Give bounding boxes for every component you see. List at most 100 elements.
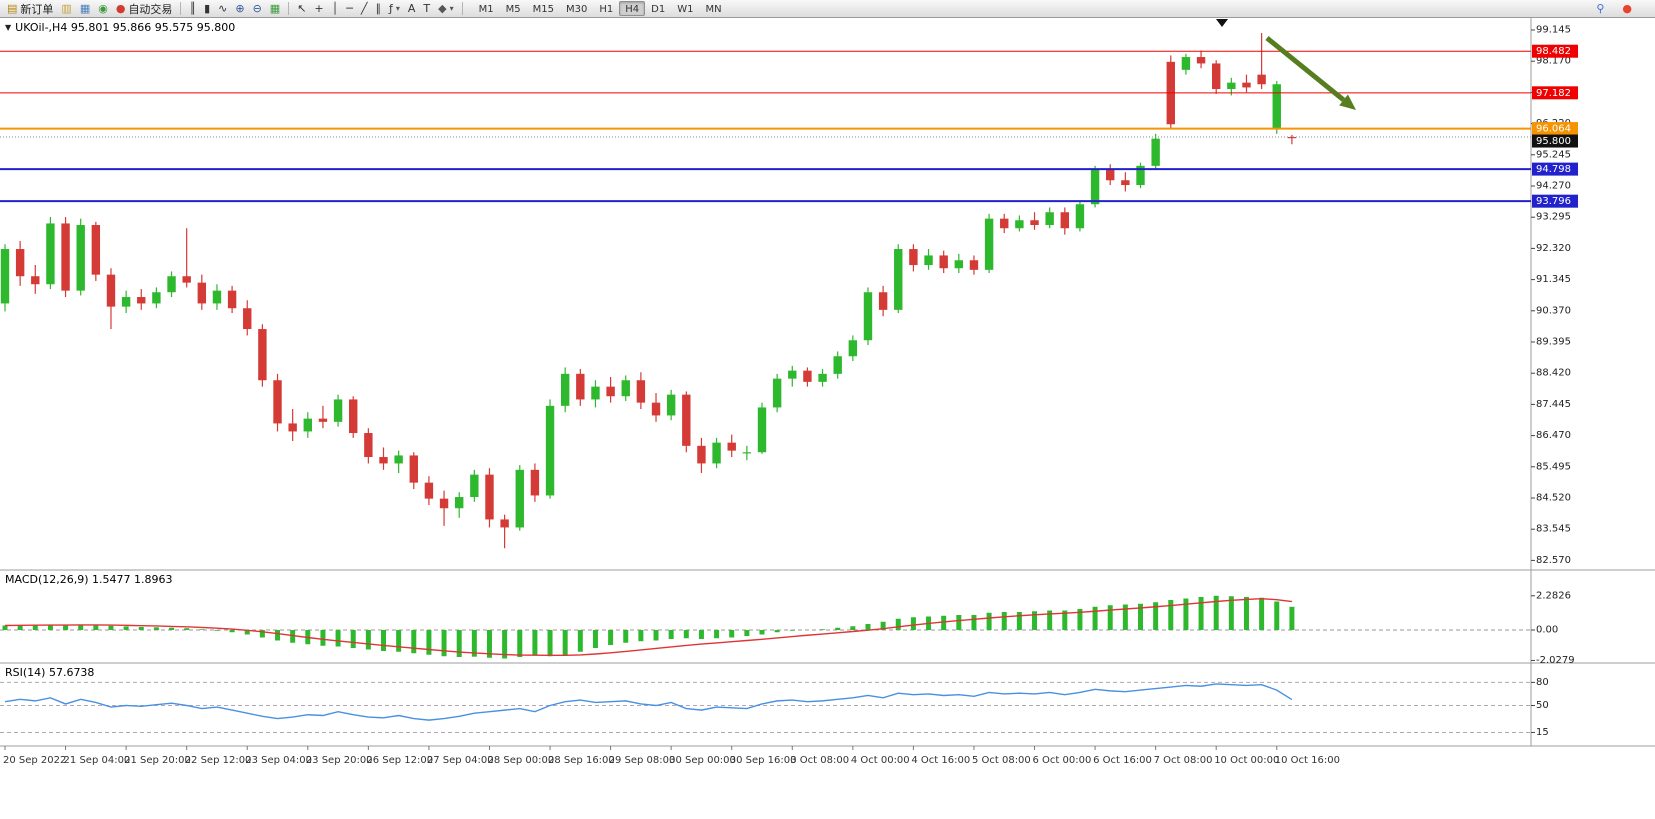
svg-text:82.570: 82.570 <box>1536 555 1571 566</box>
svg-text:4 Oct 00:00: 4 Oct 00:00 <box>851 755 910 766</box>
svg-text:30 Sep 16:00: 30 Sep 16:00 <box>730 755 797 766</box>
market-watch-button[interactable]: ▥ <box>57 1 75 17</box>
cursor-icon: ↖ <box>297 1 307 15</box>
svg-text:84.520: 84.520 <box>1536 493 1571 504</box>
navigator-button[interactable]: ◉ <box>94 1 112 17</box>
svg-text:80: 80 <box>1536 677 1549 688</box>
timeframe-button-M30[interactable]: M30 <box>566 4 588 15</box>
svg-text:98.482: 98.482 <box>1536 46 1571 57</box>
navigator-icon: ◉ <box>98 1 108 15</box>
text-label-icon: T <box>423 1 431 15</box>
vertical-line-icon: │ <box>331 1 339 15</box>
timeframe-button-W1[interactable]: W1 <box>677 4 694 15</box>
new-order-button[interactable]: ▤ 新订单 <box>3 1 57 17</box>
ohlc-bars-button[interactable]: ║ <box>185 1 200 17</box>
crosshair-button[interactable]: + <box>310 1 327 17</box>
alert-icon: ● <box>1622 1 1632 15</box>
svg-text:5 Oct 08:00: 5 Oct 08:00 <box>972 755 1031 766</box>
svg-text:91.345: 91.345 <box>1536 274 1571 285</box>
price-axis-ticks: 99.14598.17097.19596.22095.24594.27093.2… <box>1531 25 1571 566</box>
line-chart-button[interactable]: ∿ <box>214 1 231 17</box>
horizontal-line-icon: ─ <box>346 1 353 15</box>
fibonacci-icon: ƒ <box>389 1 393 15</box>
svg-text:6 Oct 00:00: 6 Oct 00:00 <box>1033 755 1092 766</box>
autotrading-icon: ● <box>115 1 126 15</box>
price-tag-98.482: 98.482 <box>1532 44 1578 58</box>
dropdown-caret-icon: ▾ <box>395 4 400 13</box>
ohlc-bars-icon: ║ <box>189 1 197 15</box>
cursor-button[interactable]: ↖ <box>293 1 310 17</box>
zoom-in-icon: ⊕ <box>235 1 245 15</box>
svg-text:2.2826: 2.2826 <box>1536 590 1571 601</box>
svg-text:10 Oct 16:00: 10 Oct 16:00 <box>1275 755 1340 766</box>
zoom-out-icon: ⊖ <box>252 1 262 15</box>
svg-text:21 Sep 20:00: 21 Sep 20:00 <box>124 755 191 766</box>
candlestick-button[interactable]: ▮ <box>200 1 214 17</box>
text-icon: A <box>407 1 416 15</box>
svg-text:96.064: 96.064 <box>1536 124 1571 135</box>
svg-text:28 Sep 00:00: 28 Sep 00:00 <box>487 755 554 766</box>
top-toolbar: ▤ 新订单 ▥ ▦ ◉ ● 自动交易 ║ ▮ ∿ ⊕ ⊖ ▦ ↖ + │ ─ ╱ ∥ ƒ ▾ A T ◆ ▾ M1 M5 M15 M30… <box>0 0 1655 18</box>
svg-text:93.295: 93.295 <box>1536 212 1571 223</box>
chart-ohlc-info: ▼ UKOil-,H4 95.801 95.866 95.575 95.800 <box>5 21 235 34</box>
rsi-panel: 80 50 15 <box>0 677 1549 738</box>
macd-panel: 2.2826 0.00 -2.0279 <box>0 590 1575 666</box>
svg-text:0.00: 0.00 <box>1536 625 1558 636</box>
price-tag-96.064: 96.064 <box>1532 122 1578 136</box>
text-label-button[interactable]: T <box>419 1 434 17</box>
market-watch-icon: ▥ <box>61 1 72 15</box>
timeframe-button-MN[interactable]: MN <box>705 4 722 15</box>
horizontal-line-button[interactable]: ─ <box>342 1 357 17</box>
trend-arrow[interactable] <box>1265 36 1356 110</box>
macd-indicator-header: MACD(12,26,9) 1.5477 1.8963 <box>5 573 173 586</box>
arrows-button[interactable]: ◆ ▾ <box>434 1 457 17</box>
timeframe-button-M5[interactable]: M5 <box>505 4 521 15</box>
svg-text:29 Sep 08:00: 29 Sep 08:00 <box>609 755 676 766</box>
svg-text:15: 15 <box>1536 727 1549 738</box>
svg-text:93.796: 93.796 <box>1536 196 1571 207</box>
autotrading-button[interactable]: ● 自动交易 <box>112 1 177 17</box>
svg-text:98.170: 98.170 <box>1536 56 1571 67</box>
svg-text:94.798: 94.798 <box>1536 164 1571 175</box>
chart-collapse-icon[interactable]: ▼ <box>5 23 12 32</box>
dropdown-caret-icon: ▾ <box>449 4 454 13</box>
data-window-button[interactable]: ▦ <box>76 1 94 17</box>
svg-text:3 Oct 08:00: 3 Oct 08:00 <box>790 755 849 766</box>
svg-text:21 Sep 04:00: 21 Sep 04:00 <box>64 755 131 766</box>
rsi-header-text: RSI(14) 57.6738 <box>5 666 95 679</box>
down-arrow-marker[interactable] <box>1216 19 1228 27</box>
timeframe-button-M1[interactable]: M1 <box>478 4 494 15</box>
timeframe-button-M15[interactable]: M15 <box>532 4 554 15</box>
text-button[interactable]: A <box>404 1 420 17</box>
notification-badge[interactable]: ● <box>1618 1 1636 17</box>
tile-windows-button[interactable]: ▦ <box>266 1 284 17</box>
price-tag-93.796: 93.796 <box>1532 194 1578 208</box>
fibonacci-button[interactable]: ƒ ▾ <box>385 1 404 17</box>
new-order-icon: ▤ <box>7 1 18 15</box>
vertical-line-button[interactable]: │ <box>328 1 343 17</box>
toolbar-separator <box>288 2 290 15</box>
svg-text:86.470: 86.470 <box>1536 430 1571 441</box>
zoom-in-button[interactable]: ⊕ <box>231 1 248 17</box>
svg-text:23 Sep 20:00: 23 Sep 20:00 <box>306 755 373 766</box>
svg-text:99.145: 99.145 <box>1536 25 1571 36</box>
zoom-out-button[interactable]: ⊖ <box>249 1 266 17</box>
timeframe-button-D1[interactable]: D1 <box>651 4 666 15</box>
tile-windows-icon: ▦ <box>269 1 281 15</box>
trendline-icon: ╱ <box>360 1 368 15</box>
timeframe-group: M1 M5 M15 M30 H1 H4 D1 W1 MN <box>473 1 728 16</box>
line-chart-icon: ∿ <box>218 1 228 15</box>
timeframe-button-H4[interactable]: H4 <box>619 1 646 16</box>
macd-header-text: MACD(12,26,9) 1.5477 1.8963 <box>5 573 173 586</box>
trendline-button[interactable]: ╱ <box>357 1 372 17</box>
svg-text:-2.0279: -2.0279 <box>1536 655 1575 666</box>
search-button[interactable]: ⚲ <box>1592 1 1608 17</box>
equidistant-channel-button[interactable]: ∥ <box>372 1 386 17</box>
price-tag-97.182: 97.182 <box>1532 86 1578 100</box>
svg-text:95.800: 95.800 <box>1536 136 1571 147</box>
symbol-ohlc-text: UKOil-,H4 95.801 95.866 95.575 95.800 <box>15 21 236 34</box>
svg-text:22 Sep 12:00: 22 Sep 12:00 <box>185 755 252 766</box>
timeframe-button-H1[interactable]: H1 <box>599 4 614 15</box>
